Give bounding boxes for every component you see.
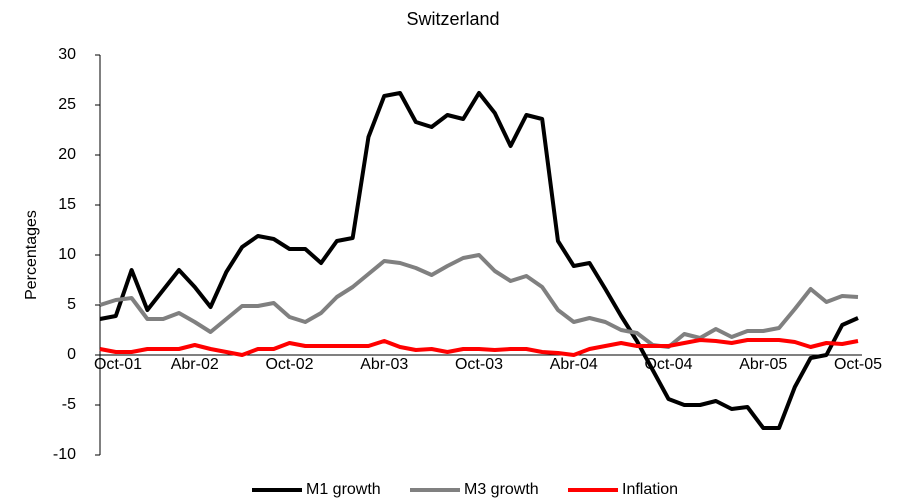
x-tick-label: Oct-02	[265, 356, 313, 373]
x-tick-label: Abr-03	[360, 356, 408, 373]
y-tick-label: 10	[58, 246, 76, 263]
legend-label: Inflation	[622, 481, 678, 498]
line-series	[99, 91, 859, 430]
x-tick-label: Oct-03	[455, 356, 503, 373]
y-tick-label: 0	[67, 346, 76, 363]
line-series	[99, 338, 859, 357]
y-tick-label: 25	[58, 96, 76, 113]
x-tick-label: Oct-05	[834, 356, 882, 373]
y-tick-label: 20	[58, 146, 76, 163]
y-tick-label: 15	[58, 196, 76, 213]
x-tick-label: Abr-05	[739, 356, 787, 373]
x-tick-label: Oct-04	[644, 356, 692, 373]
legend-label: M3 growth	[464, 481, 539, 498]
y-tick-label: 5	[67, 296, 76, 313]
x-tick-label: Oct-01	[94, 356, 142, 373]
y-tick-label: -10	[53, 446, 76, 463]
y-tick-label: -5	[62, 396, 76, 413]
legend-label: M1 growth	[306, 481, 381, 498]
line-series	[99, 253, 859, 349]
y-tick-label: 30	[58, 46, 76, 63]
x-tick-label: Abr-04	[550, 356, 598, 373]
x-tick-label: Abr-02	[171, 356, 219, 373]
y-axis-label: Percentages	[23, 210, 40, 300]
chart-title: Switzerland	[406, 9, 499, 29]
